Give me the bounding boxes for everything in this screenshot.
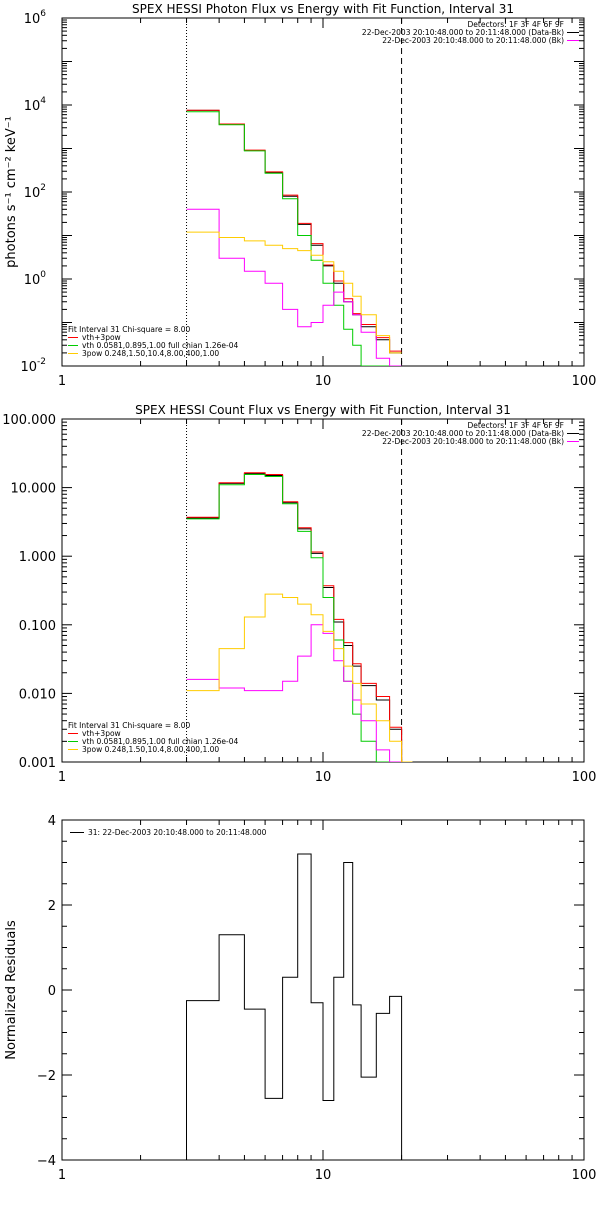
series-line-2 — [186, 472, 413, 762]
legend-bottom-text: Fit Interval 31 Chi-square = 8.00 — [68, 325, 191, 334]
legend-bottom-text: vth 0.0581,0.895,1.00 full chian 1.26e-0… — [82, 737, 239, 746]
series-line-4 — [186, 208, 402, 366]
legend-top-text: 22-Dec-2003 20:10:48.000 to 20:11:48.000… — [362, 429, 564, 438]
chart-panel-1: SPEX HESSI Photon Flux vs Energy with Fi… — [4, 2, 596, 389]
legend-top-text: Detectors: 1F 3F 4F 6F 9F — [468, 20, 564, 29]
y-axis-title: photons s⁻¹ cm⁻² keV⁻¹ — [4, 116, 19, 268]
series-line-5 — [186, 593, 413, 762]
y-tick-label: 0.100 — [19, 619, 56, 634]
y-tick-label: 102 — [24, 183, 46, 201]
series-line-2 — [186, 109, 402, 352]
y-tick-label: 104 — [24, 96, 47, 114]
legend-bottom-text: vth+3pow — [82, 729, 121, 738]
chart-panel-3: 1 10 100 −4 −2 0 2 4 Normalized Residuals 31: 22-… — [4, 814, 596, 1183]
x-tick-label: 100 — [572, 770, 597, 785]
y-tick-label: 4 — [48, 814, 56, 829]
series-line-3 — [186, 474, 402, 762]
chart-panel-2: SPEX HESSI Count Flux vs Energy with Fit… — [2, 403, 596, 785]
y-tick-label: 106 — [24, 9, 47, 27]
y-axis-title: Normalized Residuals — [4, 920, 19, 1060]
x-tick-label: 10 — [315, 770, 332, 785]
series-line-5 — [186, 231, 402, 354]
legend-top-text: 22-Dec-2003 20:10:48.000 to 20:11:48.000… — [382, 36, 564, 45]
chart-title: SPEX HESSI Count Flux vs Energy with Fit… — [135, 403, 511, 417]
series-line-3 — [186, 111, 402, 366]
y-tick-label: 1.000 — [19, 550, 56, 565]
y-tick-label: 0 — [48, 984, 56, 999]
x-tick-label: 10 — [315, 1168, 332, 1183]
y-tick-label: 100 — [24, 270, 47, 288]
y-tick-label: −4 — [37, 1154, 56, 1169]
legend-top-text: 22-Dec-2003 20:10:48.000 to 20:11:48.000… — [362, 28, 564, 37]
legend-bottom-text: vth+3pow — [82, 333, 121, 342]
legend-top-text: Detectors: 1F 3F 4F 6F 9F — [468, 421, 564, 430]
x-tick-label: 1 — [58, 374, 66, 389]
y-tick-label: 10.000 — [11, 482, 57, 497]
legend-bottom-text: 3pow 0.248,1.50,10.4,8.00,400,1.00 — [82, 349, 219, 358]
x-tick-label: 1 — [58, 1168, 66, 1183]
y-tick-label: 2 — [48, 899, 56, 914]
x-tick-label: 100 — [572, 1168, 597, 1183]
x-tick-label: 1 — [58, 770, 66, 785]
y-tick-label: 10-2 — [20, 357, 46, 375]
legend-bottom-text: 3pow 0.248,1.50,10.4,8.00,400,1.00 — [82, 745, 219, 754]
chart-title: SPEX HESSI Photon Flux vs Energy with Fi… — [132, 2, 514, 16]
legend-bottom-text: Fit Interval 31 Chi-square = 8.00 — [68, 721, 191, 730]
plot-frame — [61, 819, 585, 1161]
y-tick-label: 0.010 — [19, 687, 56, 702]
x-tick-label: 100 — [572, 374, 597, 389]
y-tick-label: 100.000 — [2, 413, 56, 428]
series-line-1 — [186, 473, 413, 762]
x-tick-label: 10 — [315, 374, 332, 389]
y-tick-label: −2 — [37, 1069, 56, 1084]
series-line-4 — [186, 624, 402, 762]
legend-top-text: 22-Dec-2003 20:10:48.000 to 20:11:48.000… — [382, 437, 564, 446]
legend-bottom-text: vth 0.0581,0.895,1.00 full chian 1.26e-0… — [82, 341, 239, 350]
y-tick-label: 0.001 — [19, 756, 56, 771]
legend-text: 31: 22-Dec-2003 20:10:48.000 to 20:11:48… — [88, 828, 267, 837]
series-line-1 — [186, 853, 403, 1160]
